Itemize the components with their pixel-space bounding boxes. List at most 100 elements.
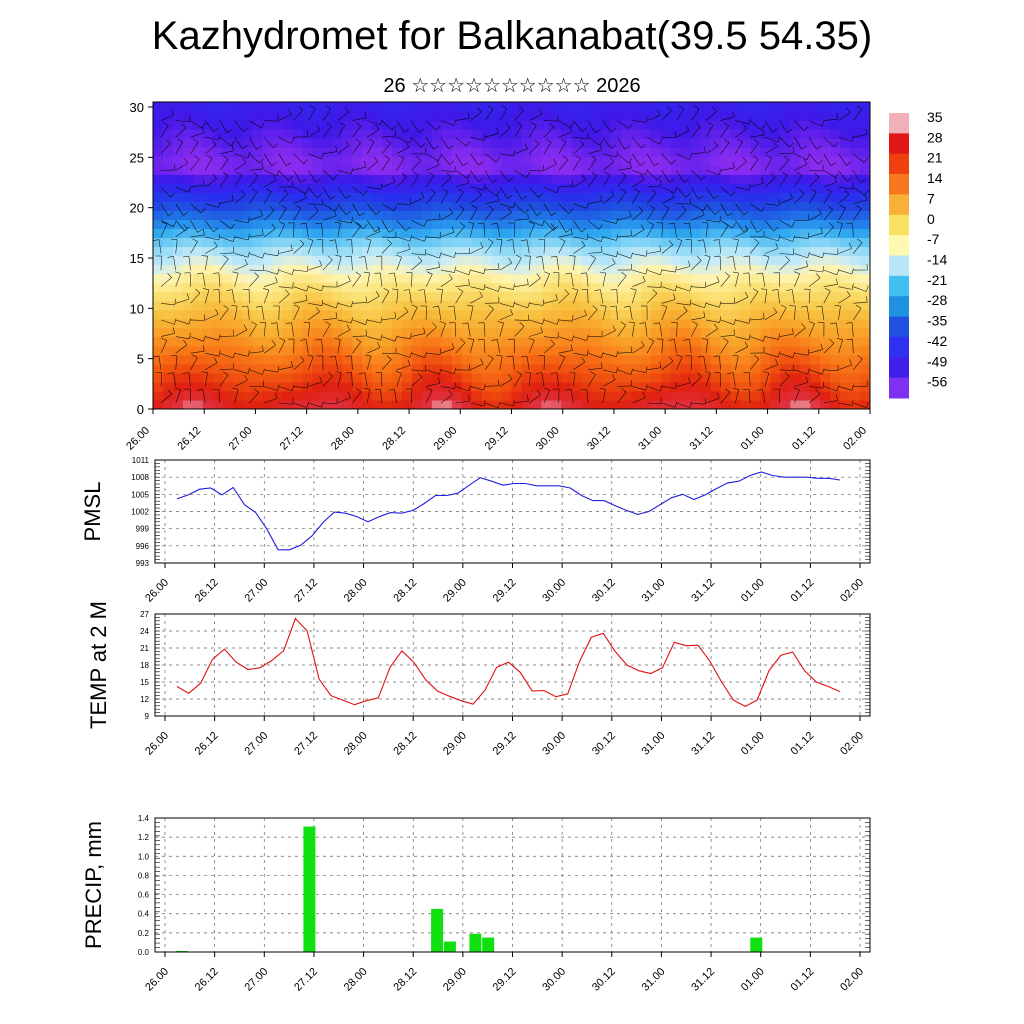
wind-barb-flag (248, 216, 250, 223)
heatmap-cell (591, 219, 602, 230)
wind-barb (764, 289, 768, 304)
wind-barb-flag (538, 108, 542, 115)
heatmap-cell (202, 399, 214, 409)
wind-barb-flag (628, 157, 633, 163)
wind-barb-flag (538, 193, 544, 198)
wind-barb-flag (690, 299, 692, 306)
heatmap-cell (640, 390, 652, 401)
wind-barb-flag (438, 155, 442, 161)
heatmap-cell (631, 228, 642, 239)
wind-barb-flag (674, 285, 678, 292)
heatmap-cell (451, 102, 463, 112)
x-tick-label: 26.00 (143, 577, 171, 605)
heatmap-cell (571, 381, 582, 392)
heatmap-cell (760, 219, 772, 230)
wind-barb-flag (807, 232, 810, 239)
heatmap-cell (282, 264, 294, 275)
heatmap-cell (342, 138, 353, 148)
heatmap-cell (302, 255, 313, 266)
heatmap-cell (362, 174, 373, 184)
heatmap-cell (501, 354, 513, 365)
heatmap-cell (770, 327, 781, 338)
heatmap-cell (153, 111, 164, 121)
heatmap-cell (322, 336, 333, 347)
heatmap-cell (690, 309, 702, 320)
wind-barb (764, 136, 779, 143)
wind-barb (661, 244, 673, 254)
wind-barb (720, 203, 728, 216)
x-tick-label: 27.00 (227, 425, 255, 453)
wind-barb-flag (403, 289, 410, 291)
heatmap-cell (820, 228, 831, 239)
heatmap-cell (282, 327, 294, 338)
heatmap-cell (461, 246, 473, 257)
heatmap-cell (362, 255, 373, 266)
wind-barb (646, 170, 658, 181)
wind-barb (205, 314, 219, 321)
wind-barb-flag (630, 346, 632, 353)
wind-barb-flag (640, 224, 645, 230)
wind-barb-flag (184, 158, 189, 164)
heatmap-cell (581, 345, 592, 356)
wind-barb-flag (564, 289, 570, 295)
heatmap-cell (411, 138, 423, 148)
heatmap-cell (461, 183, 473, 193)
wind-barb (779, 136, 790, 148)
wind-barb (264, 369, 278, 373)
heatmap-cell (640, 300, 652, 311)
wind-barb (676, 240, 683, 254)
wind-barb-flag (394, 312, 397, 319)
heatmap-cell (591, 228, 602, 239)
heatmap-cell (780, 300, 791, 311)
wind-barb (425, 137, 434, 150)
heatmap-cell (810, 327, 821, 338)
heatmap-cell (740, 354, 752, 365)
wind-barb (556, 372, 559, 387)
heatmap-cell (471, 192, 483, 202)
heatmap-cell (252, 282, 264, 293)
heatmap-cell (551, 201, 562, 211)
heatmap-cell (660, 174, 672, 184)
wind-barb (219, 352, 234, 359)
y-tick-label: 15 (140, 678, 149, 687)
wind-barb (322, 151, 337, 155)
wind-barb-flag (703, 311, 706, 318)
wind-barb-flag (836, 278, 838, 285)
wind-barb (779, 236, 793, 242)
wind-barb (234, 120, 244, 132)
wind-barb (602, 263, 616, 271)
heatmap-cell (790, 318, 801, 329)
heatmap-cell (332, 138, 343, 148)
heatmap-cell (282, 174, 294, 184)
heatmap-cell (312, 138, 323, 148)
heatmap-cell (730, 102, 742, 112)
wind-barb (321, 339, 324, 354)
heatmap-cell (401, 120, 413, 130)
heatmap-cell (182, 273, 194, 284)
wind-barb-flag (816, 145, 822, 150)
wind-barb-flag (375, 210, 381, 215)
heatmap-cell (551, 318, 562, 329)
heatmap-cell (631, 300, 642, 311)
wind-barb-flag (600, 195, 603, 202)
heatmap-cell (182, 219, 194, 230)
heatmap-cell (521, 210, 533, 220)
heatmap-cell (780, 381, 791, 392)
wind-barb-flag (581, 174, 586, 180)
heatmap-cell (760, 327, 772, 338)
wind-barb (175, 319, 190, 325)
wind-barb (732, 256, 736, 271)
wind-barb (587, 236, 602, 242)
heatmap-cell (511, 246, 523, 257)
heatmap-cell (820, 264, 831, 275)
wind-barb-flag (645, 116, 648, 123)
heatmap-cell (481, 336, 493, 347)
wind-barb (823, 269, 838, 276)
heatmap-cell (770, 147, 781, 157)
heatmap-cell (252, 156, 264, 166)
heatmap-cell (242, 129, 254, 139)
wind-barb (573, 236, 588, 240)
heatmap-cell (252, 237, 264, 248)
wind-barb (394, 389, 397, 404)
wind-barb-flag (223, 305, 229, 310)
